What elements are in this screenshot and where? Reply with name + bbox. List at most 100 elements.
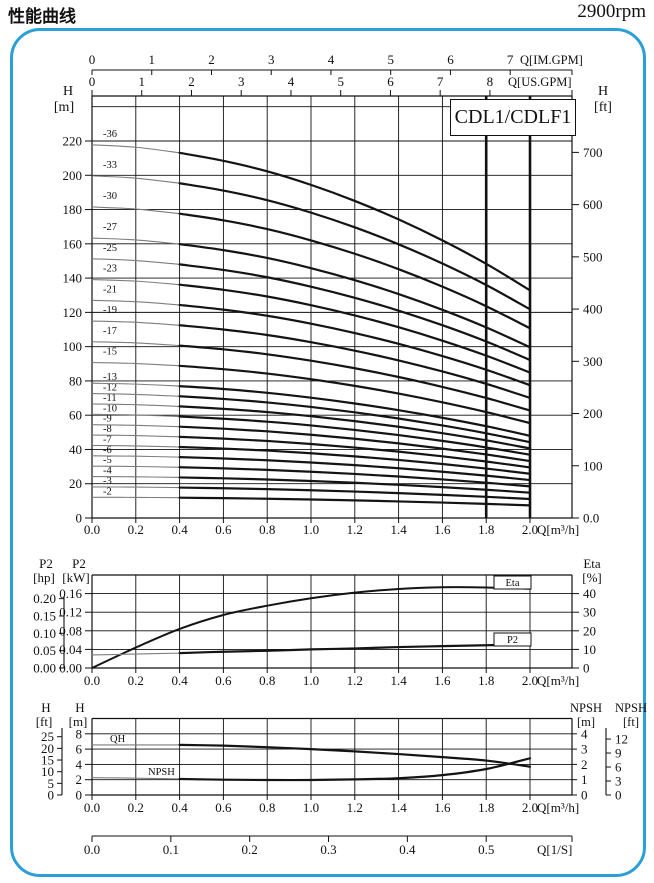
mid-bottom-tick-label: 1.8 xyxy=(478,673,494,688)
imgpm-tick-label: 6 xyxy=(447,52,454,67)
h-m-tick-label: 0 xyxy=(76,788,83,803)
main-bottom-tick-label: 1.2 xyxy=(347,522,363,537)
imgpm-tick-label: 7 xyxy=(507,52,514,67)
stage-curve-label: -25 xyxy=(103,243,117,254)
usgpm-tick-label: 6 xyxy=(387,74,394,89)
stage-curve-label: -7 xyxy=(103,434,112,445)
h-ft-tick-label: 15 xyxy=(41,753,54,768)
main-left-tick-label: 220 xyxy=(63,134,83,149)
stage-curve-label: -36 xyxy=(103,129,117,140)
stage-curve-label: -27 xyxy=(103,222,117,233)
eta-axis-title: [%] xyxy=(582,570,602,585)
head-curve-4-thin xyxy=(91,475,180,478)
imgpm-tick-label: 1 xyxy=(148,52,155,67)
h-m-tick-label: 6 xyxy=(76,742,83,757)
chart-border-box xyxy=(10,28,646,877)
npsh-ft-tick-label: 12 xyxy=(615,732,628,747)
hp-axis-title: P2 xyxy=(39,556,53,571)
kw-tick-label: 0.08 xyxy=(59,623,82,638)
head-curve-25-bold xyxy=(178,263,532,362)
head-curve-6-bold xyxy=(178,456,532,482)
mid-bottom-tick-label: 0.0 xyxy=(84,673,100,688)
main-left-tick-label: 160 xyxy=(63,236,83,251)
stage-curve-label: -15 xyxy=(103,346,117,357)
main-left-tick-label: 20 xyxy=(69,476,82,491)
bot-bottom-tick-label: 0.2 xyxy=(128,800,144,815)
stage-curve-label: -30 xyxy=(103,191,117,202)
rpm-label: 2900rpm xyxy=(577,1,646,22)
usgpm-tick-label: 4 xyxy=(288,74,295,89)
main-right-tick-label: 200 xyxy=(583,406,603,421)
imgpm-tick-label: 4 xyxy=(328,52,335,67)
pump-model-box: CDL1/CDLF1 xyxy=(450,99,576,136)
head-curve-25-thin xyxy=(91,258,180,265)
bot-bottom-tick-label: 0.8 xyxy=(259,800,275,815)
stage-curve-label: -11 xyxy=(103,393,117,404)
mid-bottom-tick-label: 0.8 xyxy=(259,673,275,688)
imgpm-tick-label: 3 xyxy=(268,52,275,67)
head-curve-8-thin xyxy=(91,434,180,438)
h-m-tick-label: 2 xyxy=(76,772,83,787)
ls-tick-label: 0.4 xyxy=(399,842,416,857)
main-right-tick-label: 600 xyxy=(583,197,603,212)
stage-curve-label: -19 xyxy=(103,305,117,316)
main-left-tick-label: 80 xyxy=(69,373,82,388)
mid-bottom-tick-label: 1.0 xyxy=(303,673,319,688)
npsh-m-tick-label: 2 xyxy=(581,757,588,772)
main-right-axis-title: H xyxy=(598,84,608,99)
bot-bottom-tick-label: 1.6 xyxy=(434,800,451,815)
h-m-tick-label: 8 xyxy=(76,726,83,741)
head-curve-15-bold xyxy=(178,364,532,425)
main-bottom-tick-label: 0.8 xyxy=(259,522,275,537)
eta-tick-label: 10 xyxy=(583,642,596,657)
npsh-ft-tick-label: 6 xyxy=(615,760,622,775)
npsh-curve-bold xyxy=(178,757,532,782)
bot-bottom-tick-label: 0.4 xyxy=(171,800,188,815)
head-curve-3-bold xyxy=(178,486,532,501)
hp-tick-label: 0.20 xyxy=(33,591,56,606)
main-bottom-tick-label: 1.6 xyxy=(434,522,451,537)
head-curve-8-bold xyxy=(178,435,532,469)
main-bottom-tick-label: 0.0 xyxy=(84,522,100,537)
head-curve-30-bold xyxy=(178,212,532,330)
mid-x-axis-title: Q[m³/h] xyxy=(537,673,579,688)
p2-label-box xyxy=(493,632,532,647)
usgpm-tick-label: 7 xyxy=(437,74,444,89)
head-curve-21-bold xyxy=(178,303,532,387)
bot-bottom-tick-label: 1.2 xyxy=(347,800,363,815)
usgpm-tick-label: 1 xyxy=(138,74,145,89)
hp-tick-label: 0.05 xyxy=(33,643,56,658)
mid-bottom-tick-label: 2.0 xyxy=(522,673,538,688)
head-curve-4-bold xyxy=(178,476,532,494)
mid-bottom-tick-label: 0.4 xyxy=(171,673,188,688)
main-right-axis-title: [ft] xyxy=(594,100,612,115)
npsh-m-tick-label: 4 xyxy=(581,726,588,741)
head-curve-13-thin xyxy=(91,382,180,387)
main-right-tick-label: 400 xyxy=(583,302,603,317)
stage-curve-label: -13 xyxy=(103,372,117,383)
npsh-m-axis-title: NPSH xyxy=(570,701,602,715)
ls-axis-title: Q[1/S] xyxy=(537,842,572,857)
bot-bottom-tick-label: 0.0 xyxy=(84,800,100,815)
stage-curve-label: -21 xyxy=(103,284,117,295)
head-curve-27-thin xyxy=(91,237,180,245)
head-curve-23-bold xyxy=(178,283,532,374)
imgpm-tick-label: 0 xyxy=(89,52,96,67)
head-curve-11-bold xyxy=(178,405,532,450)
usgpm-tick-label: 2 xyxy=(188,74,195,89)
mid-bottom-tick-label: 0.6 xyxy=(215,673,232,688)
usgpm-tick-label: 8 xyxy=(487,74,494,89)
usgpm-tick-label: 0 xyxy=(89,74,96,89)
main-right-tick-label: 0.0 xyxy=(583,511,599,526)
bot-bottom-tick-label: 1.0 xyxy=(303,800,319,815)
head-curve-36-bold xyxy=(178,151,532,292)
eta-curve xyxy=(91,586,531,669)
stage-curve-label: -33 xyxy=(103,160,117,171)
p2-label: P2 xyxy=(507,635,518,646)
head-curve-7-thin xyxy=(91,444,180,448)
eta-tick-label: 0 xyxy=(583,661,590,676)
stage-curve-label: -5 xyxy=(103,455,112,466)
main-left-tick-label: 180 xyxy=(63,202,83,217)
